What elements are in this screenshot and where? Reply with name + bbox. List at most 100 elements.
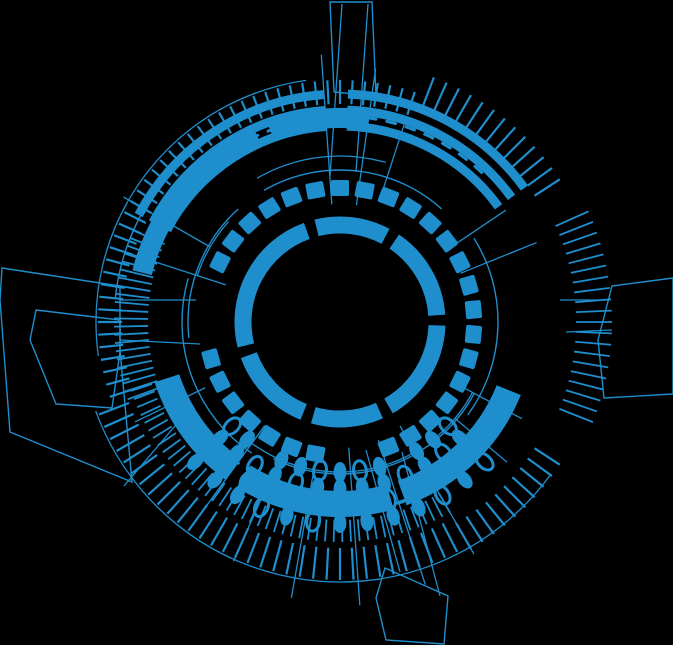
ellipse-filled — [267, 466, 282, 486]
triple-arc-lower-0 — [346, 121, 503, 210]
dash-block-31 — [258, 197, 281, 219]
tick-mark-inner-38 — [157, 432, 177, 447]
tick-mark-inner-39 — [152, 425, 173, 439]
ellipse-filled — [284, 489, 299, 510]
inner-core-ring — [234, 216, 446, 428]
ellipse-filled — [409, 441, 425, 461]
leader-line-6 — [377, 439, 426, 585]
tick-mark-inner-45 — [130, 383, 153, 392]
triple-arc-lower-2 — [347, 89, 529, 191]
tick-mark-73 — [176, 496, 199, 524]
tick-mark-71 — [198, 510, 218, 539]
tick-ladder-left-0 — [127, 386, 160, 401]
tick-ladder-right-14 — [572, 360, 609, 369]
callout-leader-1 — [355, 3, 369, 173]
tick-ladder-left-5 — [116, 352, 151, 361]
tick-mark-19 — [533, 178, 561, 197]
tick-mark-44 — [511, 476, 536, 499]
tick-ladder-left-9 — [114, 325, 149, 328]
ellipse-filled — [358, 494, 372, 515]
tick-mark-13 — [485, 117, 506, 143]
tick-mark-88 — [99, 343, 124, 349]
ellipse-filled — [333, 513, 347, 533]
leader-line-2 — [379, 118, 407, 199]
tick-ladder-right-1 — [559, 221, 594, 236]
tick-mark-inner-37 — [162, 438, 182, 454]
dash-block-28 — [209, 251, 231, 274]
dash-block-18 — [305, 444, 326, 463]
ellipse-matrix-bottom — [186, 416, 495, 533]
ellipse-filled — [211, 429, 229, 447]
tick-mark-16 — [511, 145, 536, 168]
tick-ladder-right-13 — [574, 350, 610, 357]
tick-mark-inner-8 — [379, 515, 387, 538]
ellipse-filled — [238, 471, 254, 490]
leader-line-7 — [348, 447, 361, 606]
dash-block-13 — [419, 409, 442, 433]
tick-mark-12 — [475, 109, 495, 135]
dash-block-20 — [258, 425, 281, 447]
tick-mark-49 — [465, 515, 484, 543]
thin-guide-arc-1 — [263, 169, 443, 210]
tick-mark-93 — [100, 283, 125, 289]
tick-mark-58 — [362, 546, 369, 579]
tick-mark-42 — [527, 457, 553, 477]
tick-mark-inner-12 — [349, 519, 352, 542]
dash-block-21 — [238, 409, 261, 433]
ellipse-filled — [360, 511, 374, 532]
tick-mark-52 — [430, 528, 446, 559]
dash-block-22 — [222, 391, 245, 414]
tick-mark-81 — [109, 423, 140, 441]
dash-block-24 — [201, 348, 221, 370]
dash-block-23 — [209, 370, 231, 393]
tick-ladder-right-0 — [555, 210, 589, 227]
ellipse-filled — [355, 477, 369, 498]
tick-mark-59 — [350, 547, 355, 580]
tick-mark-75 — [156, 481, 181, 506]
tick-ladder-right-12 — [575, 340, 612, 346]
tick-mark-45 — [503, 485, 527, 509]
core-arc-segment-5 — [240, 352, 308, 420]
tick-mark-64 — [285, 542, 295, 575]
ellipse-filled — [446, 457, 463, 476]
ellipse-filled — [417, 456, 433, 475]
ellipse-filled — [386, 506, 400, 526]
tick-ladder-left-16 — [119, 268, 154, 279]
tick-boundary-arc-bottom — [95, 410, 551, 583]
tick-ladder-left-12 — [114, 301, 149, 306]
core-arc-segment-4 — [310, 402, 383, 428]
tick-mark-inner-43 — [136, 397, 158, 409]
ellipse-filled — [311, 477, 325, 498]
tick-mark-97 — [113, 234, 137, 245]
callout-leader-3 — [565, 329, 613, 333]
tick-ladder-left-15 — [118, 276, 152, 286]
leader-line-13 — [463, 387, 523, 420]
leader-line-0 — [320, 54, 333, 205]
dash-block-14 — [399, 425, 422, 447]
tick-mark-15 — [503, 135, 527, 159]
core-arc-segment-0 — [234, 222, 310, 348]
tick-mark-47 — [485, 501, 506, 527]
tick-ladder-right-16 — [568, 379, 604, 391]
tick-mark-11 — [465, 101, 484, 129]
tick-mark-inner-5 — [402, 509, 412, 531]
ellipse-filled — [451, 429, 469, 447]
tick-mark-18 — [527, 167, 553, 187]
tick-mark-inner-42 — [140, 404, 161, 416]
dash-block-1 — [354, 181, 375, 200]
ellipse-filled — [456, 470, 473, 489]
tick-mark-inner-22 — [264, 508, 274, 530]
tick-mark-10 — [455, 94, 472, 122]
tick-mark-17 — [519, 156, 545, 177]
ellipse-filled — [411, 497, 426, 517]
core-arc-segment-1 — [314, 216, 390, 244]
dash-block-29 — [222, 230, 245, 253]
ellipse-filled — [372, 456, 387, 477]
leader-arc-0 — [196, 221, 230, 276]
ellipse-filled — [207, 470, 224, 489]
tick-mark-69 — [221, 522, 239, 553]
tick-ladder-left-6 — [115, 346, 150, 353]
dash-block-7 — [459, 274, 479, 296]
callout-bottom-panel — [375, 567, 449, 645]
